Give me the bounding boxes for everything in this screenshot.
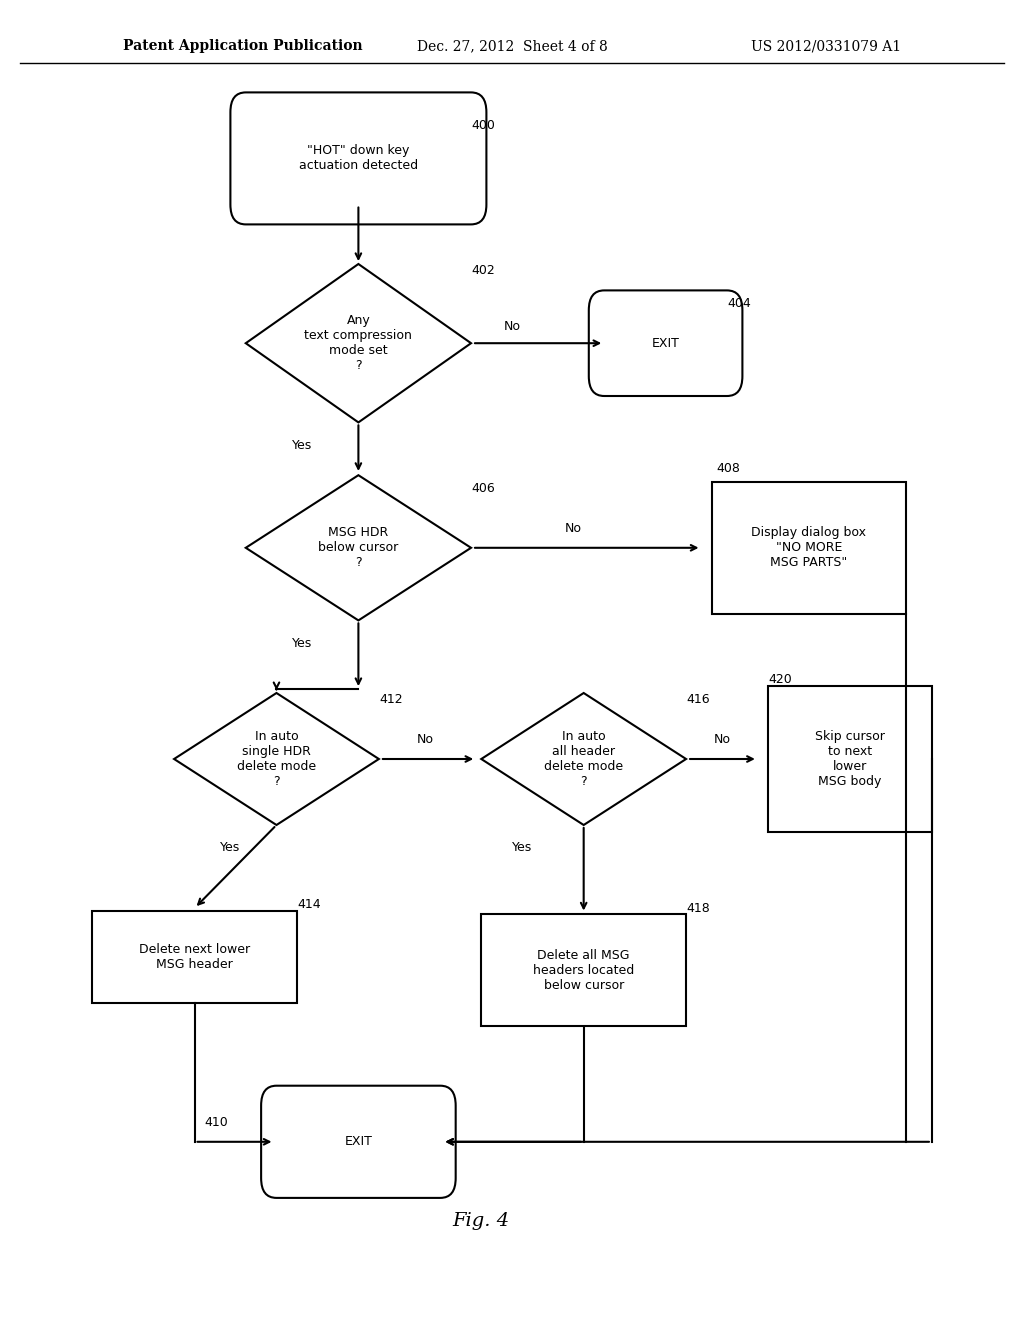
Text: Dec. 27, 2012  Sheet 4 of 8: Dec. 27, 2012 Sheet 4 of 8 [417, 40, 607, 53]
Text: Display dialog box
"NO MORE
MSG PARTS": Display dialog box "NO MORE MSG PARTS" [752, 527, 866, 569]
Text: Fig. 4: Fig. 4 [453, 1212, 510, 1230]
FancyBboxPatch shape [92, 911, 297, 1003]
Text: 420: 420 [768, 673, 792, 686]
Text: Skip cursor
to next
lower
MSG body: Skip cursor to next lower MSG body [815, 730, 885, 788]
Polygon shape [246, 264, 471, 422]
Text: Patent Application Publication: Patent Application Publication [123, 40, 362, 53]
Text: 416: 416 [686, 693, 710, 706]
FancyBboxPatch shape [481, 913, 686, 1027]
Text: Yes: Yes [512, 841, 532, 854]
FancyBboxPatch shape [261, 1085, 456, 1199]
Polygon shape [246, 475, 471, 620]
Text: "HOT" down key
actuation detected: "HOT" down key actuation detected [299, 144, 418, 173]
Text: Yes: Yes [292, 636, 312, 649]
Polygon shape [481, 693, 686, 825]
Text: US 2012/0331079 A1: US 2012/0331079 A1 [751, 40, 901, 53]
Text: Delete all MSG
headers located
below cursor: Delete all MSG headers located below cur… [534, 949, 634, 991]
Text: 410: 410 [205, 1115, 228, 1129]
Text: 414: 414 [297, 898, 321, 911]
Polygon shape [174, 693, 379, 825]
FancyBboxPatch shape [230, 92, 486, 224]
Text: In auto
single HDR
delete mode
?: In auto single HDR delete mode ? [237, 730, 316, 788]
Text: EXIT: EXIT [651, 337, 680, 350]
Text: No: No [417, 733, 433, 746]
Text: No: No [504, 319, 520, 333]
Text: 402: 402 [471, 264, 495, 277]
Text: EXIT: EXIT [344, 1135, 373, 1148]
Text: 408: 408 [717, 462, 740, 475]
Text: In auto
all header
delete mode
?: In auto all header delete mode ? [544, 730, 624, 788]
Text: No: No [565, 521, 582, 535]
FancyBboxPatch shape [712, 482, 906, 614]
Text: MSG HDR
below cursor
?: MSG HDR below cursor ? [318, 527, 398, 569]
FancyBboxPatch shape [768, 686, 932, 832]
Text: 404: 404 [727, 297, 751, 310]
Text: 418: 418 [686, 902, 710, 915]
Text: 412: 412 [379, 693, 402, 706]
Text: 400: 400 [471, 119, 495, 132]
FancyBboxPatch shape [589, 290, 742, 396]
Text: Any
text compression
mode set
?: Any text compression mode set ? [304, 314, 413, 372]
Text: Yes: Yes [220, 841, 241, 854]
Text: Yes: Yes [292, 438, 312, 451]
Text: 406: 406 [471, 482, 495, 495]
Text: Delete next lower
MSG header: Delete next lower MSG header [139, 942, 250, 972]
Text: No: No [714, 733, 730, 746]
